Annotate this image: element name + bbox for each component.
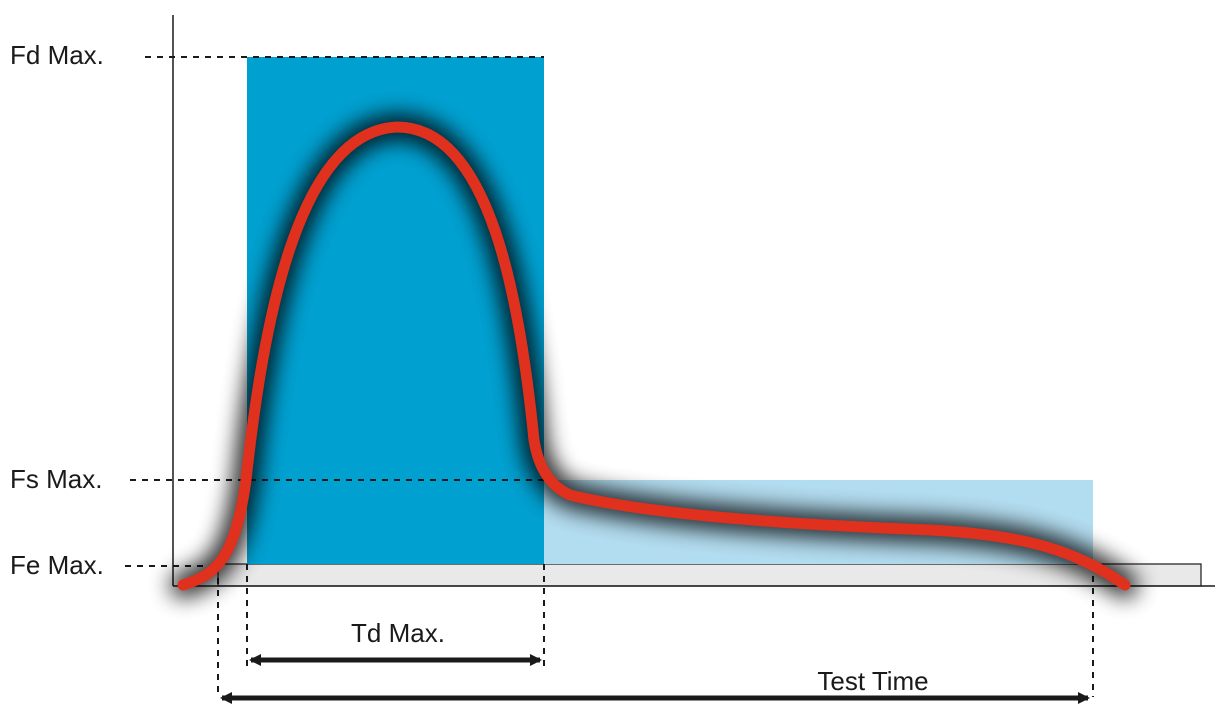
fe-max-label: Fe Max. (10, 550, 104, 580)
force-curve (177, 121, 1131, 591)
test-time-label: Test Time (817, 666, 928, 696)
fs-max-label: Fs Max. (10, 464, 102, 494)
fd-max-label: Fd Max. (10, 40, 104, 70)
td-max-label: Td Max. (351, 618, 445, 648)
baseline-band (217, 563, 1202, 587)
